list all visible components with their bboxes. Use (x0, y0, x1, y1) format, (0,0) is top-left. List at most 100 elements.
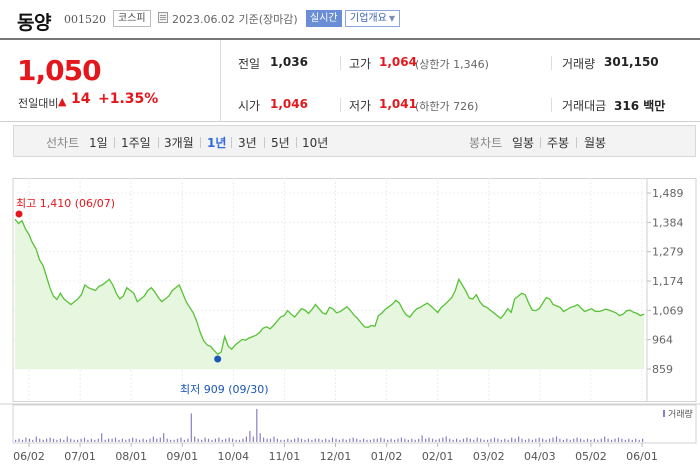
divider (340, 98, 341, 112)
volume-bar (163, 433, 165, 442)
price-tick-label: 964 (652, 334, 673, 347)
volume-bar (197, 438, 199, 442)
volume-bar (145, 439, 148, 442)
volume-bar (21, 439, 24, 442)
volume-bar (555, 436, 558, 442)
volume-label: 거래량 (562, 57, 596, 71)
upper-limit: (상한가 1,346) (415, 58, 489, 71)
volume-bar (307, 438, 309, 442)
price-chart[interactable]: 1,489 1,384 1,279 1,174 1,069 964 859 최고 1,410… (0, 178, 700, 469)
volume-bar (128, 438, 130, 442)
volume-bar (218, 437, 220, 442)
volume-bar (207, 438, 210, 442)
divider (551, 56, 552, 70)
period-3y[interactable]: 3년 (238, 136, 257, 150)
volume-bar (214, 438, 216, 442)
volume-bar (380, 437, 382, 442)
volume-bar (642, 438, 644, 442)
prev-close-value: 1,036 (270, 55, 308, 69)
realtime-button[interactable]: 실시간 (306, 10, 342, 27)
candle-chart-label: 봉차트 (469, 136, 503, 150)
volume-value: 301,150 (604, 55, 659, 69)
date-tick-label: 11/01 (269, 450, 301, 463)
volume-bar (528, 438, 530, 442)
period-10y[interactable]: 10년 (302, 136, 329, 150)
volume-bar (235, 439, 237, 442)
volume-bar (125, 439, 127, 442)
price-area (15, 219, 644, 369)
candle-monthly[interactable]: 월봉 (584, 136, 607, 150)
volume-bar (256, 409, 258, 442)
volume-bar (452, 439, 454, 442)
date-tick-label: 03/02 (473, 450, 505, 463)
volume-bar (473, 439, 475, 442)
date-tick-label: 12/01 (320, 450, 352, 463)
volume-bar (190, 413, 192, 442)
divider (114, 137, 115, 148)
open-value: 1,046 (270, 97, 308, 111)
divider (264, 137, 265, 148)
volume-bar (245, 436, 247, 442)
low-annotation: 최저 909 (09/30) (180, 383, 269, 396)
lower-limit: (하한가 726) (415, 100, 479, 113)
divider (340, 56, 341, 70)
period-1w[interactable]: 1주일 (121, 136, 151, 150)
volume-bar (314, 438, 316, 442)
volume-bar (383, 438, 385, 442)
volume-bar (111, 438, 113, 442)
volume-bar (586, 438, 589, 442)
volume-bar (593, 438, 595, 442)
date-tick-label: 06/02 (13, 450, 45, 463)
volume-bar (173, 439, 175, 442)
volume-bar (597, 439, 599, 442)
volume-bar (166, 438, 168, 442)
date-tick-label: 02/01 (422, 450, 454, 463)
volume-bar (259, 433, 261, 442)
volume-bar (500, 439, 502, 442)
volume-bar (411, 438, 413, 442)
volume-bar (283, 439, 285, 442)
candle-weekly[interactable]: 주봉 (547, 136, 570, 150)
volume-bar (438, 438, 440, 442)
volume-bar (349, 438, 351, 442)
volume-bar (635, 438, 637, 442)
volume-bar (431, 438, 434, 442)
volume-bar (42, 439, 44, 442)
volume-bar (83, 437, 86, 442)
volume-bar (80, 438, 82, 442)
volume-bar (201, 439, 203, 442)
price-tick-label: 1,489 (652, 187, 684, 200)
period-1y[interactable]: 1년 (207, 136, 227, 150)
volume-bar (156, 438, 158, 442)
volume-bar (545, 439, 547, 442)
volume-bar (421, 435, 423, 442)
volume-chart: 거래량 (0, 403, 700, 444)
volume-bar (459, 439, 461, 442)
stock-name[interactable]: 동양 (17, 12, 51, 34)
volume-bar (524, 439, 527, 442)
period-3m[interactable]: 3개월 (164, 136, 194, 150)
volume-bar (490, 438, 492, 442)
volume-bar (466, 437, 468, 442)
volume-bar (263, 437, 265, 442)
volume-bar (559, 438, 561, 442)
volume-bar (311, 439, 313, 442)
volume-bar (52, 438, 55, 442)
volume-bar (180, 437, 182, 442)
company-overview-button[interactable]: 기업개요 ▼ (345, 10, 400, 27)
period-1d[interactable]: 1일 (89, 136, 108, 150)
volume-bar (521, 438, 523, 442)
volume-bar (404, 438, 406, 442)
high-marker (15, 210, 23, 218)
volume-bar (562, 439, 564, 442)
volume-bar (449, 438, 451, 442)
volume-bar (400, 437, 402, 442)
period-5y[interactable]: 5년 (271, 136, 290, 150)
date-tick-label: 04/03 (524, 450, 556, 463)
candle-daily[interactable]: 일봉 (512, 136, 535, 150)
calendar-icon (158, 12, 168, 23)
volume-bar (573, 438, 575, 442)
volume-bar (376, 438, 378, 442)
volume-bar (90, 438, 92, 442)
volume-bar (28, 438, 30, 442)
